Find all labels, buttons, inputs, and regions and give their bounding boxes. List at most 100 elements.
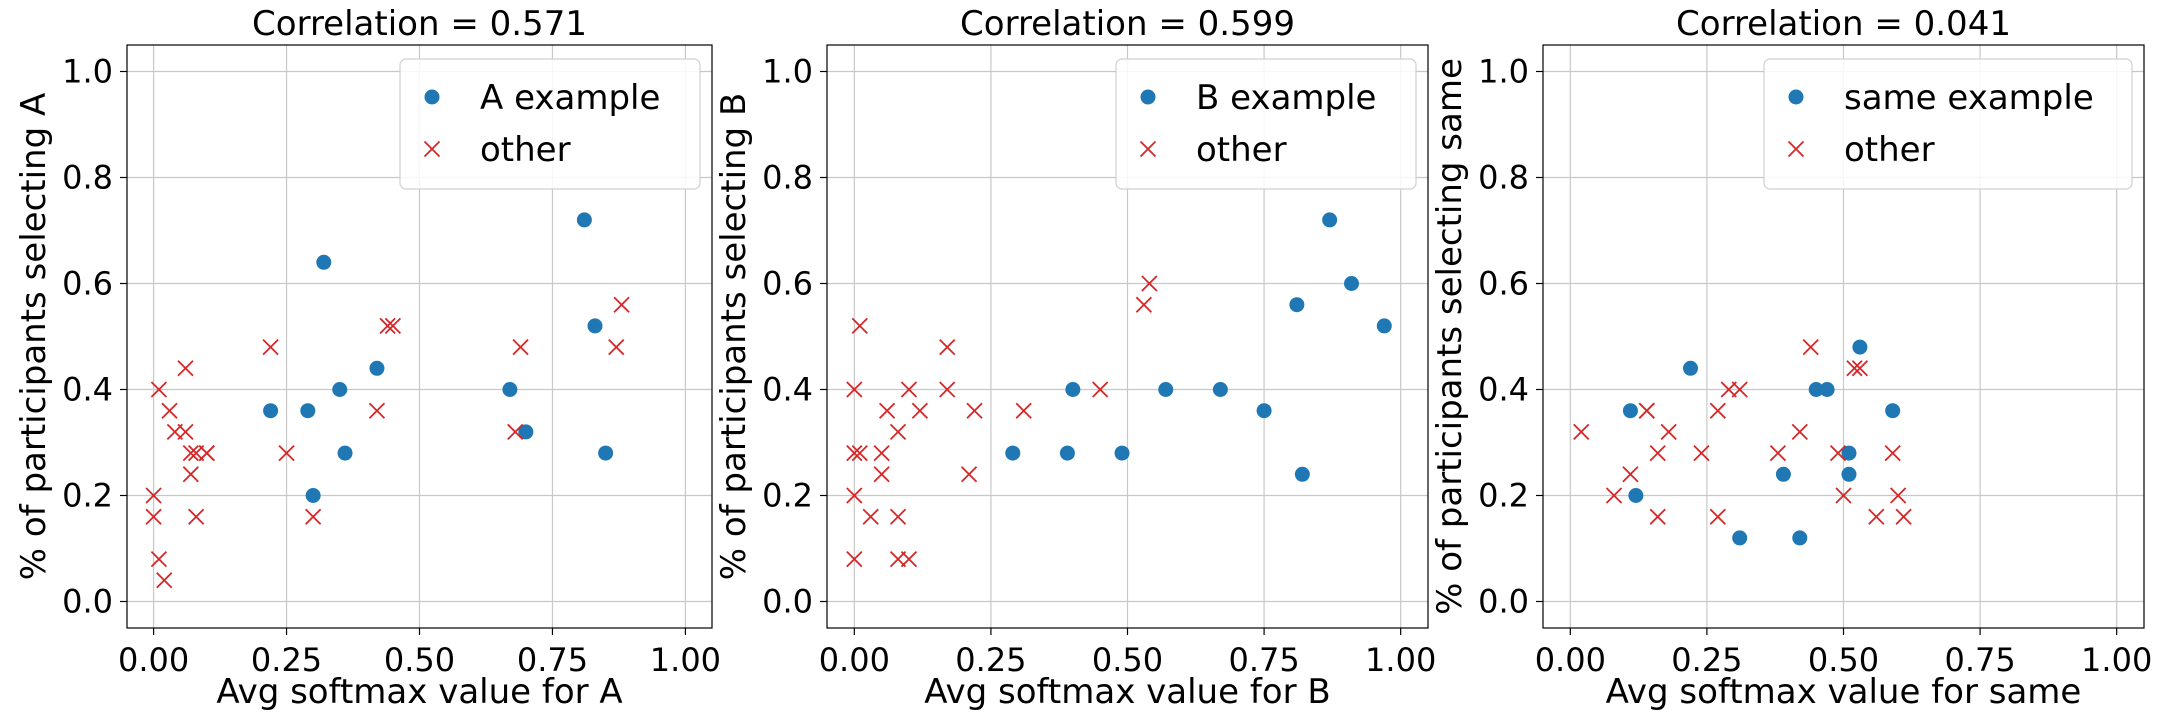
- data-point: [150, 550, 168, 568]
- data-point: [1775, 466, 1791, 482]
- data-point: [1819, 382, 1835, 397]
- data-point: [576, 212, 592, 228]
- data-point: [263, 403, 279, 419]
- data-point: [1005, 445, 1021, 461]
- subplot-1: 0.00 0.25 0.50 0.75 1.00 0.0 0.2 0.4 0.6 0.8 1.0 Co…: [14, 4, 721, 712]
- data-point: [960, 466, 978, 483]
- y-tick-label: 1.0: [62, 53, 113, 91]
- data-point: [889, 508, 907, 525]
- data-point: [851, 317, 868, 335]
- legend-marker: [1140, 89, 1156, 105]
- x-tick-label: 1.00: [650, 641, 721, 679]
- data-point: [1841, 466, 1857, 482]
- data-point: [862, 508, 879, 525]
- x-tick-label: 0.75: [1228, 641, 1299, 679]
- data-point: [150, 381, 168, 398]
- data-point: [900, 550, 918, 568]
- data-point: [262, 338, 279, 356]
- data-point: [1256, 403, 1272, 419]
- chart-title: Correlation = 0.041: [1676, 4, 2011, 44]
- data-point: [1792, 530, 1808, 546]
- y-tick-label: 0.4: [62, 371, 113, 409]
- data-point: [384, 317, 402, 335]
- x-tick-label: 0.25: [1671, 641, 1742, 679]
- y-tick-label: 0.8: [1478, 159, 1529, 197]
- data-point: [1135, 296, 1153, 313]
- data-point: [182, 444, 199, 462]
- x-tick-label: 0.25: [955, 641, 1026, 679]
- data-point: [966, 402, 983, 419]
- data-point: [1605, 487, 1623, 504]
- legend-box: [1115, 58, 1417, 190]
- x-tick-label: 0.75: [1944, 641, 2015, 679]
- data-point: [613, 296, 630, 313]
- data-point: [1114, 445, 1130, 461]
- data-point: [1092, 381, 1109, 398]
- data-point: [1829, 444, 1847, 462]
- data-point: [1791, 423, 1808, 441]
- data-point: [1835, 487, 1852, 504]
- data-point: [1852, 339, 1868, 355]
- data-point: [1808, 382, 1824, 397]
- data-point: [379, 317, 396, 335]
- data-point: [846, 550, 863, 568]
- data-point: [878, 402, 896, 419]
- data-point: [900, 381, 918, 398]
- data-point: [911, 402, 929, 419]
- data-point: [1683, 360, 1699, 376]
- series-example: [263, 212, 614, 503]
- series-example: [1622, 339, 1901, 546]
- data-point: [305, 488, 321, 503]
- data-point: [1622, 403, 1638, 419]
- legend-marker: [423, 140, 441, 158]
- y-tick-label: 0.4: [1478, 371, 1529, 409]
- data-point: [939, 381, 956, 398]
- data-point: [889, 423, 907, 441]
- data-point: [1709, 508, 1726, 525]
- data-point: [1885, 403, 1901, 419]
- data-point: [1573, 423, 1590, 441]
- data-point: [1802, 338, 1819, 356]
- x-axis-label: Avg softmax value for B: [924, 672, 1330, 712]
- data-point: [316, 254, 332, 270]
- data-point: [846, 487, 863, 504]
- subplot-2: 0.00 0.25 0.50 0.75 1.00 0.0 0.2 0.4 0.6 0.8 1.0 Co…: [714, 4, 1436, 712]
- y-tick-label: 0.0: [1478, 583, 1529, 621]
- data-point: [278, 444, 295, 462]
- legend-label: same example: [1844, 78, 2094, 118]
- data-point: [502, 382, 518, 397]
- data-point: [182, 466, 199, 483]
- x-tick-label: 1.00: [2081, 641, 2152, 679]
- data-point: [300, 403, 316, 419]
- data-point: [846, 381, 863, 398]
- data-point: [1660, 423, 1677, 441]
- data-point: [145, 508, 162, 525]
- data-point: [1649, 508, 1666, 525]
- data-point: [337, 445, 353, 461]
- y-tick-label: 0.6: [1478, 265, 1529, 303]
- data-point: [1709, 402, 1726, 419]
- y-axis-label: % of participants selecting same: [1430, 58, 1470, 615]
- x-tick-label: 0.00: [118, 641, 189, 679]
- data-point: [368, 402, 386, 419]
- data-point: [177, 423, 194, 441]
- data-point: [1638, 402, 1655, 419]
- data-point: [1015, 402, 1032, 419]
- legend-box: [399, 58, 701, 190]
- y-axis-label: % of participants selecting A: [14, 93, 54, 581]
- y-tick-label: 0.6: [62, 265, 113, 303]
- data-point: [1851, 360, 1869, 377]
- y-tick-label: 0.0: [762, 583, 813, 621]
- data-point: [1065, 382, 1081, 397]
- legend-label: B example: [1196, 78, 1376, 118]
- x-tick-label: 0.00: [1535, 641, 1606, 679]
- data-point: [1841, 445, 1857, 461]
- data-point: [1158, 382, 1174, 397]
- data-point: [1895, 508, 1912, 525]
- y-tick-label: 0.0: [62, 583, 113, 621]
- x-tick-label: 1.00: [1365, 641, 1436, 679]
- data-point: [1889, 487, 1907, 504]
- legend-marker: [424, 89, 440, 105]
- data-point: [873, 466, 890, 483]
